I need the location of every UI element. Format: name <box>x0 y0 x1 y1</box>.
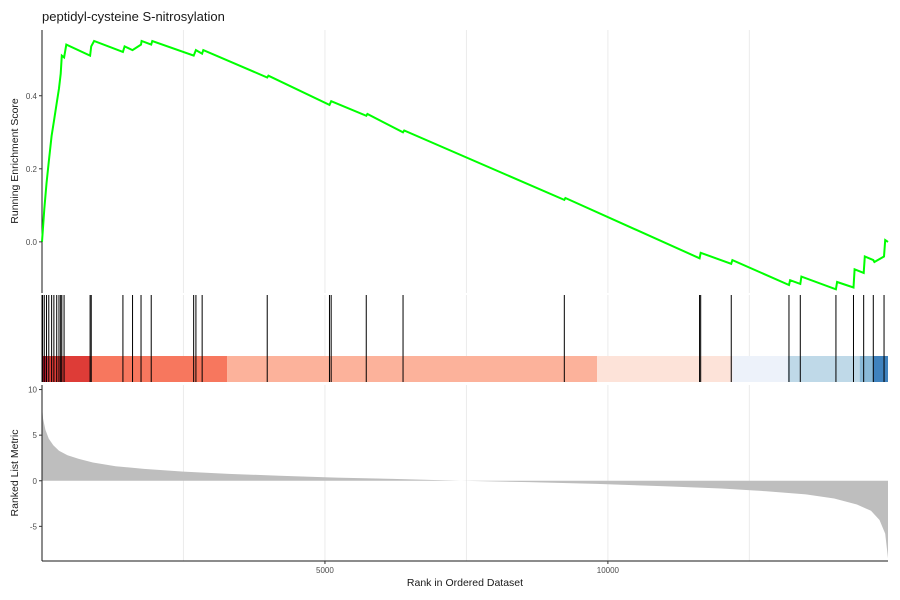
x-ticks: 5000 10000 <box>316 561 620 575</box>
gene-hits-panel <box>41 295 888 382</box>
metric-y-tick-label: 0 <box>33 477 38 486</box>
running-enrichment-score-line <box>41 39 889 291</box>
enrichment-score-panel: 0.0 0.2 0.4 Running Enrichment Score <box>9 30 889 293</box>
rank-color-band <box>227 356 598 382</box>
es-y-tick-label: 0.0 <box>26 238 38 247</box>
gene-hit-marks <box>42 295 885 382</box>
grid-lines <box>182 30 750 561</box>
ranked-metric-area <box>42 406 888 559</box>
metric-y-tick-label: -5 <box>30 522 38 531</box>
rank-color-band <box>732 356 788 382</box>
rank-color-band <box>90 356 228 382</box>
es-y-tick-label: 0.2 <box>26 165 38 174</box>
metric-y-axis-title: Ranked List Metric <box>9 430 21 517</box>
es-y-tick-label: 0.4 <box>26 92 38 101</box>
rank-color-band <box>597 356 733 382</box>
rank-color-band <box>787 356 860 382</box>
metric-y-ticks: -5 0 5 10 <box>28 386 42 531</box>
rank-color-bar <box>42 356 888 382</box>
ranked-metric-panel: -5 0 5 10 5000 10000 Ranked List Metric Rank… <box>9 385 888 589</box>
es-y-axis-title: Running Enrichment Score <box>9 98 21 224</box>
rank-color-band <box>47 356 91 382</box>
rank-color-band <box>873 356 888 382</box>
rank-color-band <box>42 356 48 382</box>
metric-y-tick-label: 5 <box>33 431 38 440</box>
es-y-ticks: 0.0 0.2 0.4 <box>26 92 42 247</box>
x-tick-label: 10000 <box>597 566 620 575</box>
chart-title: peptidyl-cysteine S-nitrosylation <box>42 9 225 24</box>
x-tick-label: 5000 <box>316 566 334 575</box>
x-axis-title: Rank in Ordered Dataset <box>407 577 523 589</box>
metric-y-tick-label: 10 <box>28 386 37 395</box>
rank-color-band <box>859 356 874 382</box>
